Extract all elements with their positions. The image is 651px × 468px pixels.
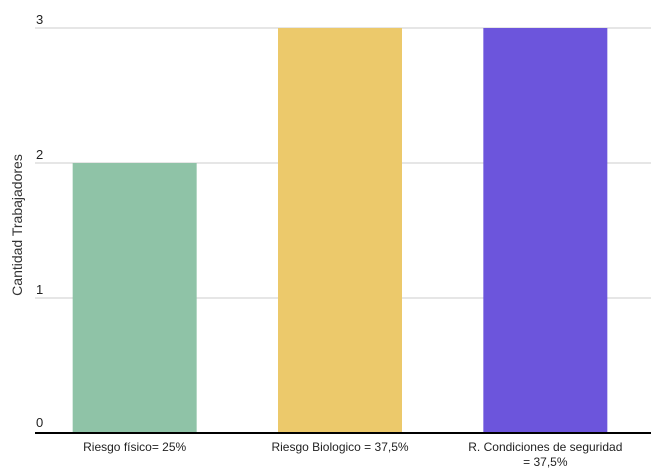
- bar: [278, 28, 402, 433]
- bar: [72, 163, 197, 433]
- x-axis-category-labels: Riesgo físico= 25% Riesgo Biologico = 37,…: [83, 440, 622, 468]
- y-tick-label: 0: [36, 415, 43, 430]
- x-category-label: Riesgo Biologico = 37,5%: [271, 440, 408, 454]
- y-tick-label: 3: [36, 12, 43, 27]
- y-axis-ticks: 0 1 2 3: [36, 12, 43, 430]
- y-axis-title: Cantidad Trabajadores: [9, 154, 25, 296]
- x-category-label: = 37,5%: [523, 455, 568, 468]
- x-category-label: R. Condiciones de seguridad: [468, 440, 622, 454]
- y-tick-label: 1: [36, 282, 43, 297]
- bars: [72, 28, 608, 433]
- bar: [483, 28, 608, 433]
- y-tick-label: 2: [36, 147, 43, 162]
- x-category-label: Riesgo físico= 25%: [83, 440, 186, 454]
